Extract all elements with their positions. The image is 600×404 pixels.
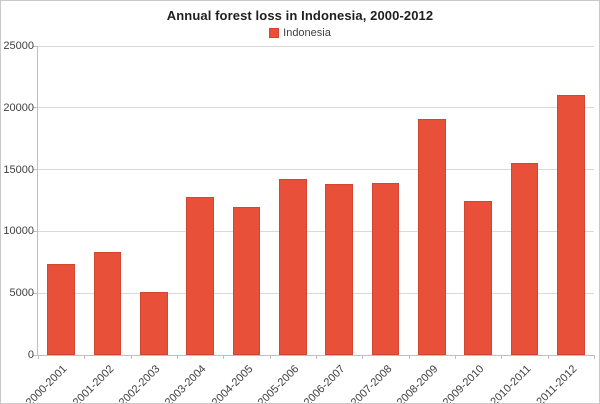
- y-axis-tick-label: 5000: [9, 287, 34, 300]
- y-axis-tick-label: 0: [27, 349, 34, 361]
- y-gridline: [38, 230, 594, 232]
- x-axis-tick: [455, 355, 456, 359]
- legend-swatch-icon: [269, 28, 280, 38]
- x-axis-tick: [316, 355, 317, 359]
- bar-2005-2006: [278, 179, 307, 355]
- chart-legend: Indonesia: [1, 27, 599, 39]
- x-axis-tick: [547, 355, 549, 359]
- x-axis-tick: [594, 355, 595, 359]
- y-axis-tick-label: 10000: [3, 225, 34, 238]
- y-gridline: [38, 107, 594, 109]
- bar-2000-2001: [47, 263, 76, 355]
- y-axis-line: [37, 46, 38, 356]
- x-axis-tick: [501, 355, 503, 359]
- x-axis-tick-label: 2000-2001: [23, 363, 70, 404]
- legend-series-label: Indonesia: [283, 27, 331, 39]
- y-axis-tick-label: 20000: [3, 101, 34, 114]
- bar-2006-2007: [325, 184, 354, 355]
- x-axis-tick: [84, 355, 86, 359]
- bar-2004-2005: [232, 206, 261, 355]
- y-axis-tick-label: 25000: [3, 40, 34, 52]
- y-axis-tick: [33, 169, 38, 171]
- y-axis-tick: [33, 45, 38, 47]
- bar-2003-2004: [186, 196, 215, 355]
- x-axis-tick: [223, 355, 225, 359]
- x-axis-tick: [362, 355, 364, 359]
- bar-2009-2010: [464, 200, 493, 355]
- y-gridline: [38, 169, 594, 171]
- bar-2010-2011: [510, 163, 539, 355]
- x-axis-tick: [269, 355, 271, 359]
- x-axis-tick: [408, 355, 410, 359]
- bar-2007-2008: [371, 183, 400, 355]
- chart-title: Annual forest loss in Indonesia, 2000-20…: [166, 8, 434, 23]
- y-gridline: [38, 45, 594, 47]
- x-axis-tick: [130, 355, 132, 359]
- bar-2011-2012: [556, 95, 585, 355]
- x-axis-tick: [177, 355, 178, 359]
- bar-2001-2002: [93, 252, 122, 355]
- y-axis-tick: [33, 230, 38, 232]
- y-gridline: [38, 292, 594, 294]
- y-axis-tick: [33, 292, 38, 294]
- bar-2002-2003: [139, 291, 168, 355]
- y-axis-tick: [33, 107, 38, 109]
- bar-2008-2009: [417, 118, 446, 355]
- x-axis-tick: [38, 355, 39, 359]
- y-axis-tick: [33, 354, 38, 356]
- y-axis-tick-label: 15000: [3, 163, 34, 176]
